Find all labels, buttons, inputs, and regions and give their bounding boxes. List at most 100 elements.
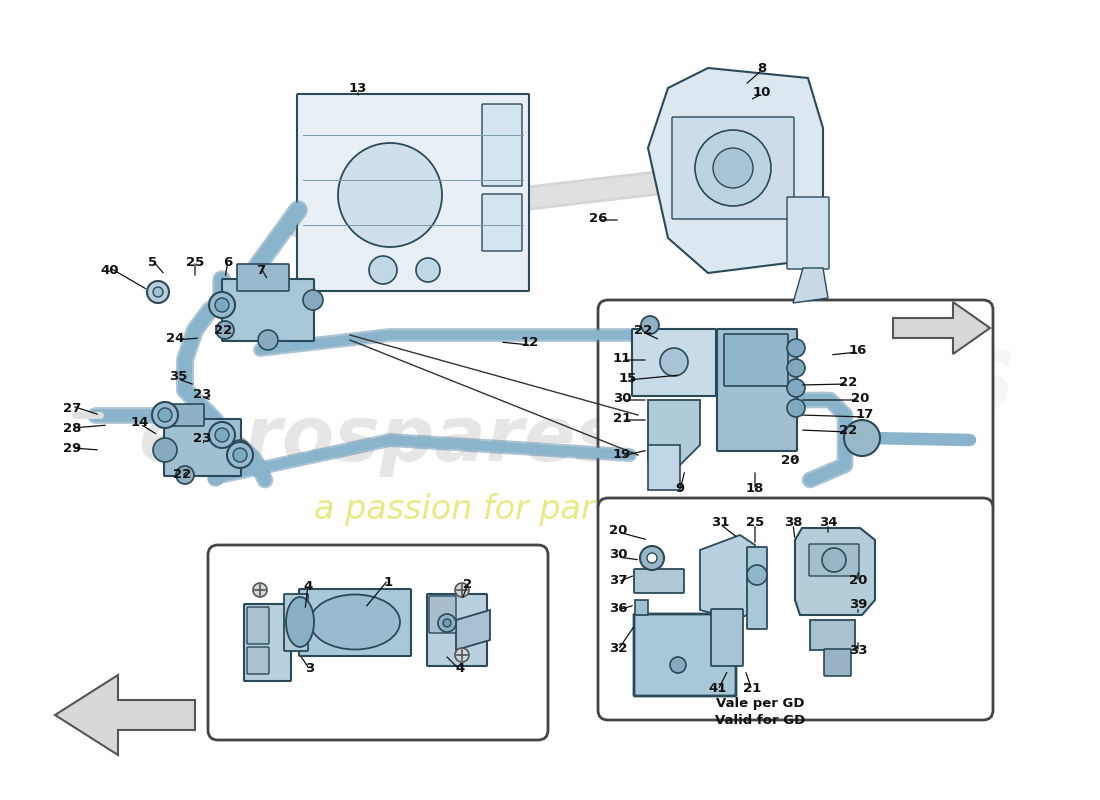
Text: 9: 9 bbox=[675, 482, 684, 494]
Circle shape bbox=[455, 583, 469, 597]
FancyBboxPatch shape bbox=[222, 279, 314, 341]
Circle shape bbox=[647, 553, 657, 563]
Text: 20: 20 bbox=[781, 454, 800, 466]
Text: 23: 23 bbox=[192, 389, 211, 402]
Circle shape bbox=[153, 287, 163, 297]
Circle shape bbox=[213, 295, 233, 315]
Text: 22: 22 bbox=[839, 423, 857, 437]
Circle shape bbox=[660, 348, 688, 376]
Text: 41: 41 bbox=[708, 682, 727, 694]
Ellipse shape bbox=[286, 597, 313, 647]
Text: 10: 10 bbox=[752, 86, 771, 98]
Text: 34: 34 bbox=[818, 515, 837, 529]
Circle shape bbox=[786, 379, 805, 397]
Text: 20: 20 bbox=[850, 391, 869, 405]
Circle shape bbox=[368, 256, 397, 284]
Text: ares: ares bbox=[745, 326, 1015, 434]
Circle shape bbox=[786, 339, 805, 357]
Text: 18: 18 bbox=[746, 482, 764, 494]
Text: 40: 40 bbox=[101, 263, 119, 277]
FancyBboxPatch shape bbox=[236, 264, 289, 291]
Circle shape bbox=[822, 548, 846, 572]
Circle shape bbox=[253, 583, 267, 597]
Text: 23: 23 bbox=[192, 431, 211, 445]
Polygon shape bbox=[795, 528, 874, 615]
Text: 25: 25 bbox=[746, 515, 764, 529]
FancyBboxPatch shape bbox=[724, 334, 788, 386]
Text: 14: 14 bbox=[131, 415, 150, 429]
Polygon shape bbox=[55, 675, 195, 755]
FancyBboxPatch shape bbox=[711, 609, 742, 666]
Circle shape bbox=[786, 399, 805, 417]
Text: 29: 29 bbox=[63, 442, 81, 454]
Ellipse shape bbox=[310, 594, 400, 650]
Circle shape bbox=[152, 402, 178, 428]
Text: 3: 3 bbox=[306, 662, 315, 674]
Text: 35: 35 bbox=[168, 370, 187, 383]
Polygon shape bbox=[635, 600, 648, 615]
Circle shape bbox=[302, 290, 323, 310]
FancyBboxPatch shape bbox=[808, 544, 859, 576]
Polygon shape bbox=[793, 268, 828, 303]
Text: 2: 2 bbox=[463, 578, 473, 591]
Text: 26: 26 bbox=[588, 211, 607, 225]
Text: 36: 36 bbox=[608, 602, 627, 614]
Text: 85: 85 bbox=[773, 306, 987, 454]
Text: 4: 4 bbox=[455, 662, 464, 674]
FancyBboxPatch shape bbox=[284, 594, 308, 651]
FancyBboxPatch shape bbox=[598, 300, 993, 515]
FancyBboxPatch shape bbox=[672, 117, 794, 219]
FancyBboxPatch shape bbox=[299, 589, 411, 656]
Text: 32: 32 bbox=[608, 642, 627, 654]
Text: 16: 16 bbox=[849, 343, 867, 357]
Text: 37: 37 bbox=[608, 574, 627, 586]
Text: 13: 13 bbox=[349, 82, 367, 94]
Text: 39: 39 bbox=[849, 598, 867, 611]
Text: 22: 22 bbox=[213, 323, 232, 337]
Circle shape bbox=[438, 614, 456, 632]
FancyBboxPatch shape bbox=[632, 329, 716, 396]
Circle shape bbox=[695, 130, 771, 206]
Text: 28: 28 bbox=[63, 422, 81, 434]
Text: a passion for parts: a passion for parts bbox=[315, 494, 626, 526]
Text: 33: 33 bbox=[849, 643, 867, 657]
FancyBboxPatch shape bbox=[429, 596, 456, 633]
Text: eurospares: eurospares bbox=[139, 403, 621, 477]
Text: 22: 22 bbox=[634, 323, 652, 337]
Text: 27: 27 bbox=[63, 402, 81, 414]
Text: Vale per GD: Vale per GD bbox=[716, 697, 804, 710]
Circle shape bbox=[640, 546, 664, 570]
Circle shape bbox=[338, 143, 442, 247]
FancyBboxPatch shape bbox=[634, 569, 684, 593]
Text: 17: 17 bbox=[856, 409, 875, 422]
Circle shape bbox=[214, 428, 229, 442]
Circle shape bbox=[455, 648, 469, 662]
Text: 24: 24 bbox=[166, 331, 184, 345]
Polygon shape bbox=[648, 445, 680, 490]
Circle shape bbox=[233, 448, 248, 462]
Circle shape bbox=[670, 657, 686, 673]
Text: 12: 12 bbox=[521, 337, 539, 350]
Circle shape bbox=[147, 281, 169, 303]
Circle shape bbox=[209, 422, 235, 448]
Circle shape bbox=[713, 148, 754, 188]
Text: 20: 20 bbox=[608, 523, 627, 537]
Circle shape bbox=[158, 408, 172, 422]
Circle shape bbox=[747, 565, 767, 585]
FancyBboxPatch shape bbox=[824, 649, 851, 676]
FancyBboxPatch shape bbox=[717, 329, 798, 451]
Text: 38: 38 bbox=[783, 515, 802, 529]
Text: 19: 19 bbox=[613, 447, 631, 461]
Text: 4: 4 bbox=[304, 581, 312, 594]
Circle shape bbox=[641, 316, 659, 334]
FancyBboxPatch shape bbox=[482, 104, 522, 186]
Text: 21: 21 bbox=[613, 411, 631, 425]
Text: 21: 21 bbox=[742, 682, 761, 694]
Polygon shape bbox=[893, 302, 990, 354]
Text: 7: 7 bbox=[256, 263, 265, 277]
FancyBboxPatch shape bbox=[786, 197, 829, 269]
FancyBboxPatch shape bbox=[244, 604, 292, 681]
Text: 25: 25 bbox=[186, 257, 205, 270]
FancyBboxPatch shape bbox=[747, 547, 767, 629]
Text: 22: 22 bbox=[173, 469, 191, 482]
